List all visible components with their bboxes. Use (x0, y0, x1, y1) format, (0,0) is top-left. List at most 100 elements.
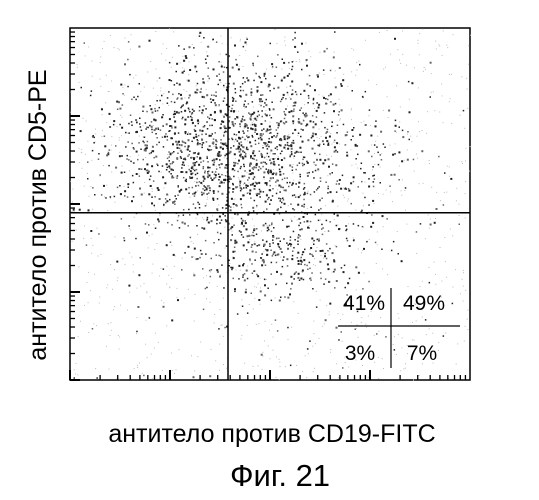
noise-dot (196, 85, 197, 86)
event-dot (275, 148, 277, 150)
event-dot (262, 94, 264, 96)
event-dot (401, 260, 403, 262)
noise-dot (129, 228, 130, 229)
x-axis-label: антитело против CD19-FITC (62, 420, 482, 449)
event-dot (316, 116, 318, 118)
event-dot (186, 179, 188, 181)
event-dot (249, 189, 251, 191)
event-dot (197, 202, 199, 204)
event-dot (154, 129, 156, 131)
event-dot (126, 158, 128, 160)
event-dot (224, 132, 226, 134)
noise-dot (309, 225, 310, 226)
noise-dot (246, 44, 247, 45)
event-dot (233, 145, 235, 147)
event-dot (300, 123, 302, 125)
event-dot (128, 132, 130, 134)
event-dot (266, 163, 268, 165)
noise-dot (236, 270, 237, 271)
noise-dot (416, 320, 417, 321)
event-dot (192, 109, 194, 111)
event-dot (188, 97, 190, 99)
noise-dot (265, 321, 266, 322)
event-dot (312, 126, 314, 128)
noise-dot (333, 142, 334, 143)
event-dot (243, 187, 245, 189)
event-dot (282, 198, 284, 200)
noise-dot (363, 205, 364, 206)
noise-dot (253, 118, 254, 119)
noise-dot (338, 377, 339, 378)
noise-dot (432, 333, 433, 334)
noise-dot (95, 129, 96, 130)
event-dot (297, 277, 299, 279)
event-dot (109, 126, 111, 128)
event-dot (128, 41, 129, 43)
event-dot (292, 120, 294, 122)
event-dot (307, 348, 309, 350)
event-dot (333, 271, 335, 273)
noise-dot (85, 154, 86, 155)
event-dot (176, 198, 178, 200)
event-dot (197, 119, 199, 121)
event-dot (230, 110, 232, 112)
event-dot (151, 165, 153, 167)
noise-dot (188, 132, 189, 133)
event-dot (290, 85, 292, 87)
noise-dot (107, 284, 108, 285)
event-dot (326, 220, 328, 222)
event-dot (266, 114, 268, 116)
event-dot (288, 226, 290, 228)
event-dot (244, 170, 246, 172)
event-dot (240, 166, 242, 168)
event-dot (287, 92, 289, 94)
noise-dot (186, 91, 187, 92)
event-dot (209, 190, 211, 192)
event-dot (268, 84, 270, 86)
event-dot (199, 158, 201, 160)
event-dot (308, 172, 310, 174)
event-dot (221, 163, 223, 165)
event-dot (215, 144, 217, 146)
event-dot (242, 264, 244, 266)
event-dot (202, 188, 204, 190)
event-dot (191, 167, 193, 169)
event-dot (206, 193, 208, 195)
event-dot (189, 94, 191, 96)
event-dot (278, 185, 280, 187)
noise-dot (122, 87, 123, 88)
event-dot (240, 86, 242, 88)
event-dot (160, 129, 162, 131)
noise-dot (258, 283, 259, 284)
event-dot (262, 147, 264, 149)
event-dot (171, 125, 173, 127)
noise-dot (155, 69, 156, 70)
noise-dot (431, 92, 432, 93)
event-dot (292, 115, 294, 117)
event-dot (328, 166, 330, 168)
event-dot (372, 175, 374, 177)
event-dot (247, 149, 249, 151)
event-dot (262, 239, 264, 241)
noise-dot (366, 327, 367, 328)
noise-dot (81, 149, 82, 150)
event-dot (390, 174, 392, 176)
event-dot (240, 183, 242, 185)
event-dot (243, 119, 245, 121)
noise-dot (365, 324, 366, 325)
event-dot (184, 252, 186, 254)
event-dot (269, 243, 271, 245)
event-dot (288, 137, 290, 139)
event-dot (263, 106, 265, 108)
event-dot (333, 260, 335, 262)
event-dot (207, 75, 209, 77)
event-dot (327, 263, 329, 265)
event-dot (167, 167, 169, 169)
event-dot (185, 119, 187, 121)
event-dot (238, 278, 240, 280)
event-dot (252, 128, 254, 130)
event-dot (261, 253, 263, 255)
noise-dot (314, 164, 315, 165)
event-dot (312, 171, 314, 173)
event-dot (128, 159, 130, 161)
